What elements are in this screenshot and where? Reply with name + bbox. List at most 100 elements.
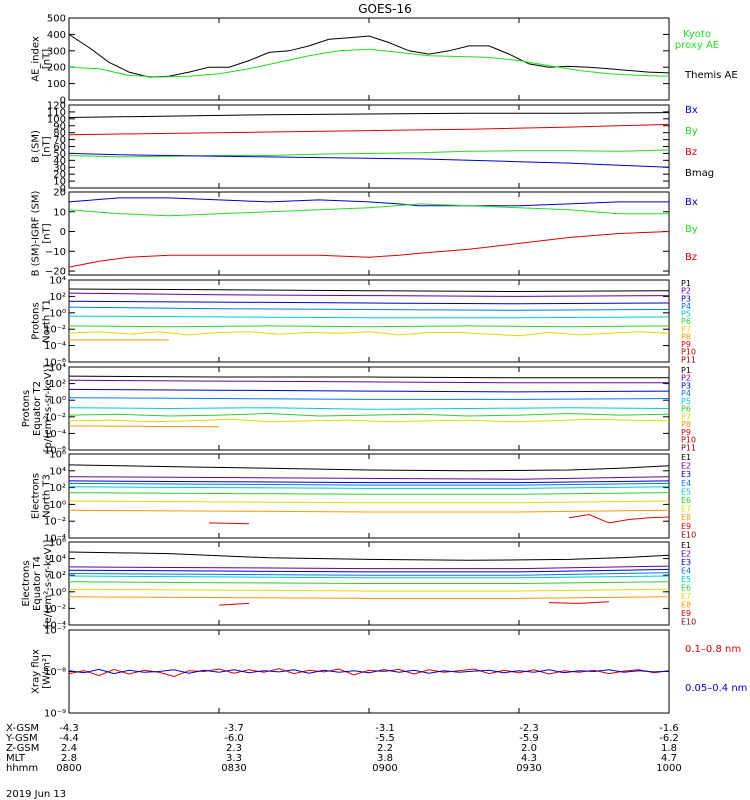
- series-line-6: [69, 418, 669, 423]
- panel-protons-t2: 10⁻⁶ 10⁻⁴ 10⁻² 10⁰ 10² 10⁴ Protons Equator T2 [p…: [21, 363, 696, 457]
- y-tick-label: 110: [47, 107, 66, 118]
- series-line-5: [69, 581, 669, 584]
- series-line-2: [69, 388, 669, 393]
- legend-entry: P8: [681, 332, 691, 341]
- series-line-4: [69, 407, 669, 410]
- series-line-1: [69, 476, 669, 480]
- y-tick-label: 10⁶: [49, 538, 66, 549]
- y-axis-label: [p/(cm²-s-sr-keV)]: [43, 365, 54, 453]
- x-axis: X-GSM -4.3 -3.7 -3.1 -2.3 -1.6 Y-GSM -4.4 -6.0 -5…: [5, 723, 682, 774]
- series-line-1: [69, 565, 669, 570]
- y-tick-label: 100: [47, 114, 66, 125]
- y-axis-label: Equator T2: [32, 381, 43, 436]
- x-row-value: -2.3: [519, 723, 539, 734]
- y-tick-label: 0: [60, 96, 66, 107]
- series-line-6: [69, 500, 669, 504]
- legend-entry: 0.1–0.8 nm: [685, 644, 741, 655]
- series-line-bz: [69, 123, 669, 136]
- panel-frame: [68, 17, 670, 101]
- x-row-value: 1000: [656, 763, 681, 774]
- legend-entry: E3: [681, 470, 691, 479]
- y-tick-label: 10⁰: [49, 587, 66, 598]
- series-line-0-05-0-4-nm: [69, 668, 669, 675]
- series-line-2: [69, 568, 669, 573]
- legend-entry: By: [685, 224, 698, 235]
- y-tick-label: 10: [53, 207, 66, 218]
- panel-frame: [68, 191, 670, 276]
- y-axis-label: [e/(cm²-s-sr-keV)]: [43, 540, 54, 628]
- y-axis-label: [nT]: [42, 49, 53, 69]
- x-row-value: 2.2: [377, 743, 393, 754]
- y-tick-label: 10⁻²: [44, 325, 66, 336]
- legend-entry: E10: [681, 530, 696, 539]
- series-line-0: [69, 551, 669, 561]
- y-tick-label: 10⁻²: [44, 412, 66, 423]
- y-tick-label: 10²: [49, 292, 66, 303]
- x-row-value: -5.5: [375, 733, 395, 744]
- y-tick-label: 40: [53, 156, 66, 167]
- x-row-value: 3.8: [377, 753, 393, 764]
- x-row-label: MLT: [6, 753, 26, 764]
- date-label: 2019 Jun 13: [6, 789, 66, 800]
- legend-entry: Bz: [685, 252, 697, 263]
- panel-frame: [68, 104, 670, 189]
- y-tick-label: 90: [53, 121, 66, 132]
- x-row-value: 1.8: [661, 743, 677, 754]
- legend-entry: 0.05–0.4 nm: [685, 683, 747, 694]
- y-tick-label: 200: [47, 63, 66, 74]
- y-tick-label: 10⁻⁴: [44, 621, 66, 632]
- legend-entry: P4: [681, 302, 691, 311]
- y-tick-label: 10⁴: [49, 554, 66, 565]
- legend-entry: P1: [681, 366, 691, 375]
- legend-entry: P3: [681, 294, 691, 303]
- chart-title: GOES-16: [358, 2, 412, 16]
- series-line-by: [69, 149, 669, 158]
- series-line-3: [69, 572, 669, 576]
- legend-entry: P6: [681, 405, 691, 414]
- legend-entry: E6: [681, 496, 691, 505]
- x-row-label: hhmm: [6, 763, 38, 774]
- legend-entry: P11: [681, 443, 696, 452]
- legend-entry: P10: [681, 348, 696, 357]
- x-row-value: -3.7: [224, 723, 244, 734]
- series-line-7: [69, 596, 669, 599]
- y-axis-label: Xray flux: [31, 649, 42, 694]
- legend-entry: E6: [681, 584, 691, 593]
- series-line-bmag: [69, 112, 669, 118]
- panel-electrons-t4: 10⁻⁴ 10⁻² 10⁰ 10² 10⁴ 10⁶ Electrons Equator T4[…: [21, 538, 696, 632]
- y-tick-label: 10⁻⁴: [44, 429, 66, 440]
- series-line-6: [69, 331, 669, 337]
- legend-entry: E2: [681, 462, 691, 471]
- y-axis-label: North T3: [42, 474, 53, 518]
- y-tick-label: 10: [53, 177, 66, 188]
- series-line-9: [218, 602, 250, 606]
- legend-entry: E5: [681, 575, 691, 584]
- legend-entry: P6: [681, 317, 691, 326]
- series-line-4: [69, 486, 669, 489]
- x-row-value: 2.4: [61, 743, 77, 754]
- panel-frame: [68, 279, 670, 363]
- x-row-value: 4.7: [661, 753, 677, 764]
- series-line-5: [69, 412, 669, 417]
- legend-entry: P3: [681, 381, 691, 390]
- legend-entry: E3: [681, 558, 691, 567]
- legend-entry: P7: [681, 412, 691, 421]
- series-group: [69, 551, 669, 606]
- legend-entry: E1: [681, 453, 691, 462]
- y-tick-label: 10⁻⁶: [44, 446, 66, 457]
- y-tick-label: 10⁻⁴: [44, 534, 66, 545]
- y-tick-label: 80: [53, 128, 66, 139]
- x-row-value: -6.2: [659, 733, 679, 744]
- x-row-value: -4.4: [59, 733, 79, 744]
- legend-entry: Themis AE: [684, 70, 738, 81]
- y-axis-label: [nT]: [42, 223, 53, 243]
- y-axis-label: Electrons: [21, 560, 32, 606]
- legend-entry: P2: [681, 287, 691, 296]
- series-line-4: [69, 315, 669, 319]
- x-row-value: -1.6: [659, 723, 679, 734]
- x-row-label: Y-GSM: [5, 733, 38, 744]
- series-line-bx: [69, 197, 669, 207]
- series-line-bx: [69, 152, 669, 168]
